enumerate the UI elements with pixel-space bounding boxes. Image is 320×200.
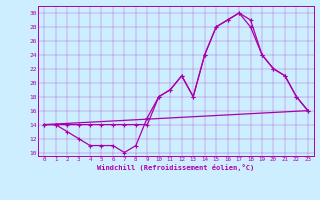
- X-axis label: Windchill (Refroidissement éolien,°C): Windchill (Refroidissement éolien,°C): [97, 164, 255, 171]
